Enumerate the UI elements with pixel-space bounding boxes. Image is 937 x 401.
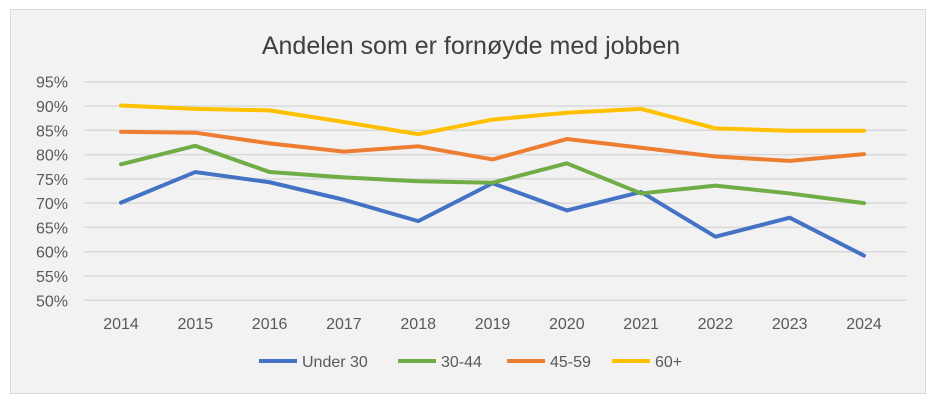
y-tick-label: 80%	[36, 148, 68, 165]
x-tick-label: 2014	[103, 316, 139, 333]
x-tick-label: 2018	[400, 316, 436, 333]
y-tick-label: 70%	[36, 196, 68, 213]
x-tick-label: 2020	[549, 316, 585, 333]
legend-label: 30-44	[441, 354, 482, 371]
y-tick-label: 65%	[36, 220, 68, 237]
x-tick-label: 2024	[846, 316, 882, 333]
chart-title: Andelen som er fornøyde med jobben	[262, 32, 680, 60]
y-tick-label: 55%	[36, 269, 68, 286]
x-tick-label: 2019	[475, 316, 511, 333]
x-tick-label: 2015	[178, 316, 214, 333]
y-tick-label: 60%	[36, 245, 68, 262]
y-tick-label: 85%	[36, 123, 68, 140]
y-tick-label: 95%	[36, 75, 68, 92]
legend-label: Under 30	[302, 354, 368, 371]
y-tick-label: 75%	[36, 172, 68, 189]
chart-frame: Andelen som er fornøyde med jobben 50% 55…	[10, 9, 926, 394]
series-line-45-59	[119, 129, 866, 163]
y-tick-label: 50%	[36, 293, 68, 310]
y-tick-label: 90%	[36, 99, 68, 116]
x-tick-label: 2016	[252, 316, 288, 333]
line-chart: Andelen som er fornøyde med jobben 50% 55…	[36, 32, 907, 371]
x-tick-label: 2021	[623, 316, 659, 333]
legend-label: 60+	[655, 354, 682, 371]
x-tick-label: 2023	[772, 316, 808, 333]
legend-label: 45-59	[550, 354, 591, 371]
x-tick-label: 2017	[326, 316, 362, 333]
x-tick-label: 2022	[698, 316, 734, 333]
